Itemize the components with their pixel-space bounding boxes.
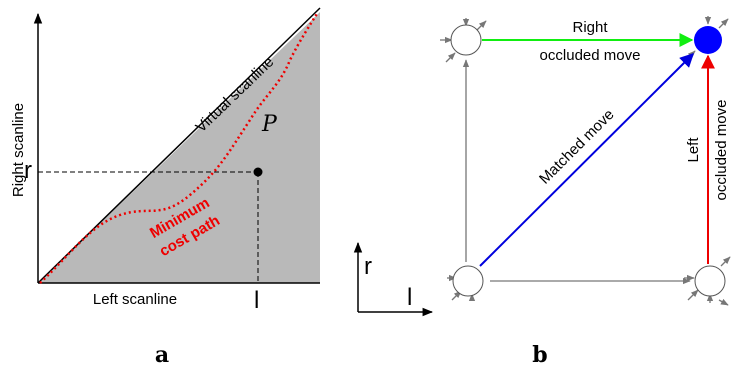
caption-b: b (532, 342, 547, 368)
top-edge-label-1: Right (572, 19, 608, 36)
x-axis-label: Left scanline (93, 291, 177, 308)
panel-b: Right occluded move Matched move Left oc… (358, 16, 730, 368)
axis-r: r (364, 253, 372, 280)
r-label: r (24, 157, 32, 184)
point (254, 168, 263, 177)
region-label: P (261, 112, 278, 137)
node (453, 266, 483, 296)
top-edge-label-2: occluded move (540, 47, 641, 64)
axis-l: l (407, 284, 412, 311)
right-edge-label-1: Left (685, 137, 702, 163)
edge-matched (480, 54, 693, 266)
node-target (694, 26, 722, 54)
page: Right scanline Virtual scanline P r Mini… (0, 0, 733, 371)
node (451, 25, 481, 55)
node (695, 266, 725, 296)
l-label: l (254, 287, 259, 314)
diagonal-label: Matched move (536, 106, 618, 188)
caption-a: a (155, 342, 169, 368)
right-edge-label-2: occluded move (713, 100, 730, 201)
figure: Right scanline Virtual scanline P r Mini… (0, 0, 733, 371)
panel-a: Right scanline Virtual scanline P r Mini… (10, 8, 320, 368)
